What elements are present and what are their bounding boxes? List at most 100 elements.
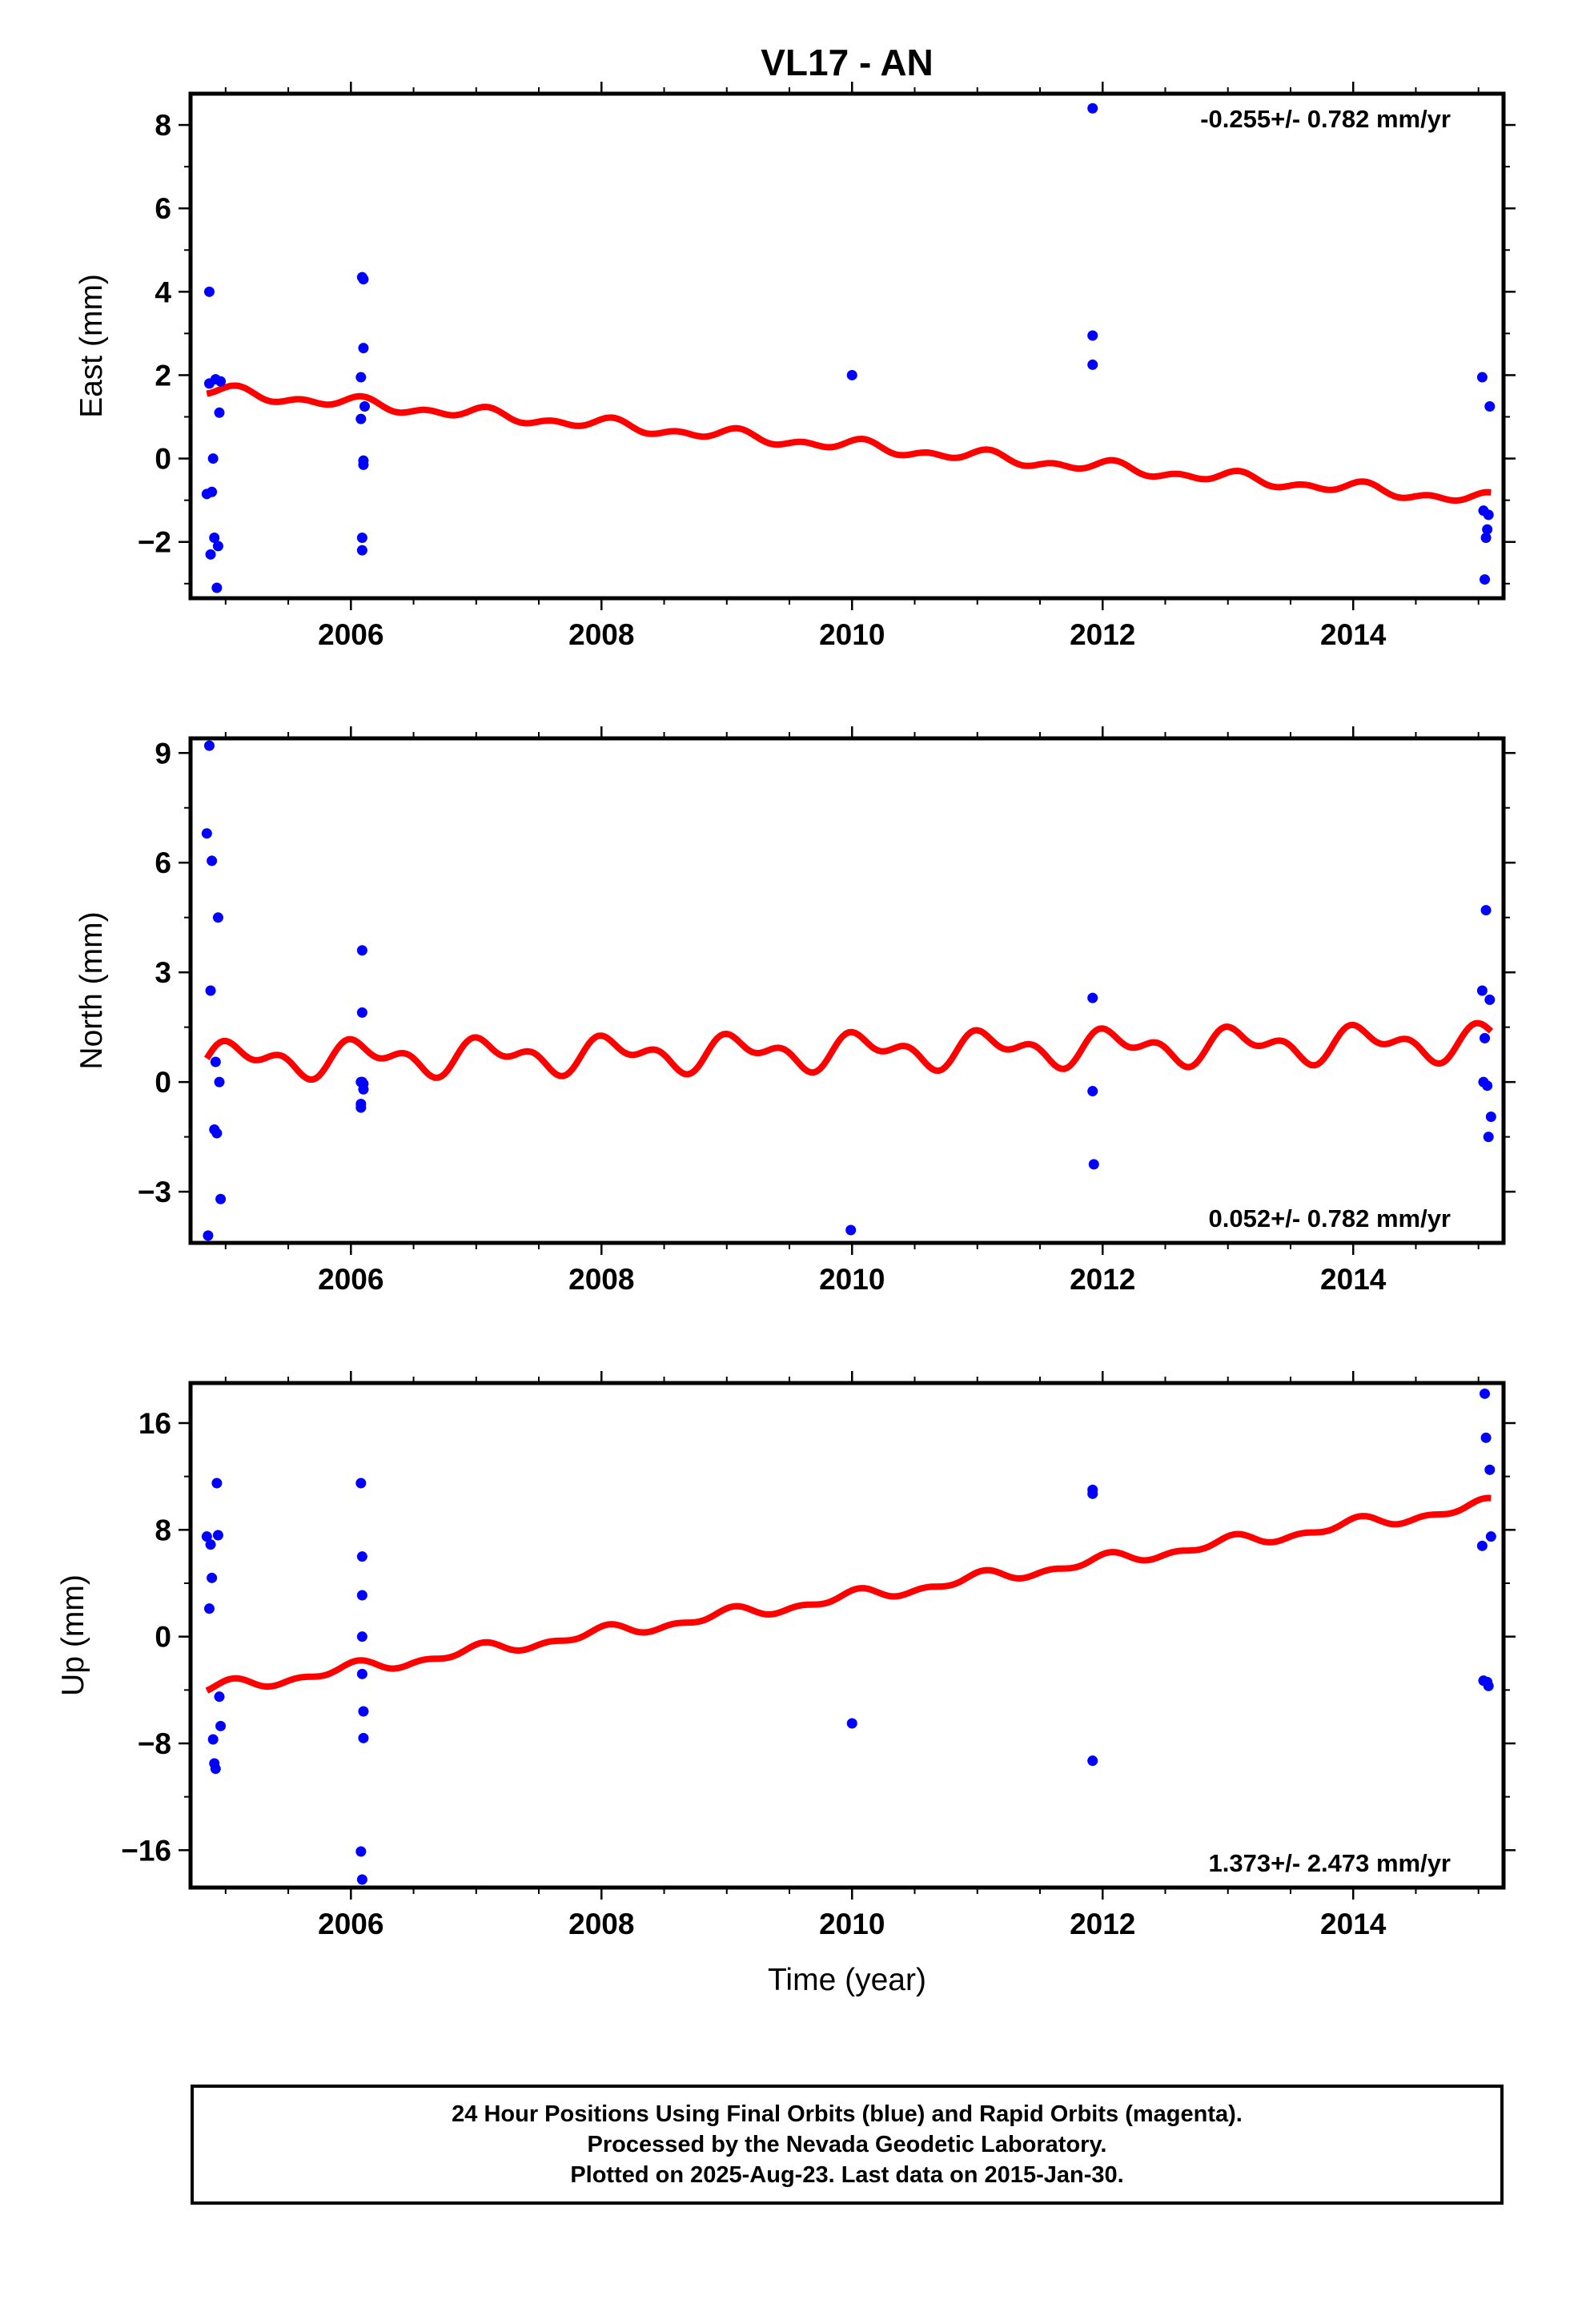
data-point [1482, 524, 1493, 535]
y-tick-label: −3 [138, 1176, 171, 1208]
data-point [845, 1224, 857, 1236]
data-point [211, 582, 223, 593]
data-point [356, 1668, 367, 1679]
y-tick-label: 9 [155, 737, 171, 770]
data-point [355, 413, 367, 424]
data-point [355, 372, 367, 383]
data-point [1087, 1086, 1098, 1097]
data-point [207, 453, 219, 464]
data-point [359, 400, 371, 412]
data-point [210, 1763, 221, 1775]
data-point [355, 1846, 367, 1857]
data-point [356, 1631, 367, 1642]
data-point [212, 541, 223, 552]
data-point [356, 1551, 367, 1562]
data-point [205, 1539, 216, 1550]
data-point [201, 1531, 212, 1542]
data-point [215, 1720, 227, 1731]
data-point [1483, 1680, 1494, 1691]
y-tick-label: 8 [155, 1514, 171, 1546]
x-tick-label: 2006 [318, 1908, 383, 1940]
y-tick-label: −2 [138, 526, 171, 559]
data-point [215, 376, 227, 387]
data-point [1476, 985, 1488, 996]
data-point [212, 912, 223, 923]
data-point [214, 1691, 225, 1703]
data-point [1476, 1540, 1488, 1551]
data-point [356, 945, 367, 956]
data-point [207, 855, 218, 866]
x-tick-label: 2012 [1070, 618, 1135, 651]
data-point [356, 1590, 367, 1601]
x-tick-label: 2014 [1320, 1263, 1387, 1296]
x-tick-label: 2010 [819, 1263, 885, 1296]
y-tick-label: −16 [121, 1834, 171, 1867]
data-point [356, 1007, 367, 1018]
data-point [1480, 1432, 1492, 1443]
data-point [1480, 1388, 1491, 1399]
data-point [210, 1056, 221, 1068]
data-point [207, 1572, 218, 1583]
x-tick-label: 2010 [819, 618, 885, 651]
data-point [203, 286, 215, 297]
data-point [1484, 400, 1496, 412]
data-point [1087, 103, 1098, 114]
x-tick-label: 2008 [568, 618, 634, 651]
data-point [1087, 1755, 1098, 1767]
model-curve [206, 382, 1492, 505]
data-point [207, 1734, 219, 1745]
rate-label: 0.052+/- 0.782 mm/yr [1209, 1204, 1451, 1232]
x-tick-label: 2012 [1070, 1263, 1135, 1296]
footer-line-processor: Processed by the Nevada Geodetic Laborat… [587, 2132, 1107, 2157]
data-point [215, 1193, 227, 1204]
y-axis-label: North (mm) [74, 911, 109, 1069]
panel-north: 2006 2008 2010 2012 2014 −3 0 3 6 9 North (mm) 0.05… [74, 726, 1516, 1296]
data-point [358, 343, 369, 354]
data-point [356, 533, 367, 544]
data-point [355, 1478, 367, 1489]
x-tick-label: 2006 [318, 618, 383, 651]
data-point [203, 740, 215, 751]
data-point [211, 1478, 223, 1489]
plot-frame [188, 736, 1506, 1245]
data-point [358, 1732, 369, 1743]
panel-east: 2006 2008 2010 2012 2014 −2 0 2 4 6 8 East (mm) -0.2… [74, 82, 1516, 651]
x-tick-label: 2014 [1320, 1908, 1387, 1940]
data-point [1480, 1032, 1491, 1043]
data-point [1087, 359, 1098, 370]
y-tick-label: 4 [155, 275, 171, 308]
y-tick-label: 6 [155, 192, 171, 225]
y-tick-label: 0 [155, 443, 171, 476]
data-point [1476, 372, 1488, 383]
data-point [358, 1706, 369, 1717]
data-point [358, 274, 369, 285]
y-tick-label: 0 [155, 1621, 171, 1654]
data-point [214, 407, 225, 418]
y-tick-label: 2 [155, 359, 171, 392]
chart-title: VL17 - AN [761, 42, 934, 83]
data-point [1088, 1159, 1099, 1170]
y-axis-label: Up (mm) [56, 1574, 90, 1696]
data-point [355, 1102, 367, 1113]
data-point [205, 549, 216, 560]
data-point [358, 459, 369, 470]
x-tick-label: 2010 [819, 1908, 885, 1940]
model-curve [205, 1494, 1492, 1694]
data-point [205, 985, 216, 996]
data-point [1087, 992, 1098, 1003]
x-tick-label: 2006 [318, 1263, 383, 1296]
x-tick-label: 2008 [568, 1908, 634, 1940]
x-tick-label: 2008 [568, 1263, 634, 1296]
rate-label: 1.373+/- 2.473 mm/yr [1209, 1849, 1451, 1877]
x-axis-label: Time (year) [768, 1963, 926, 1997]
model-curve [203, 1019, 1494, 1083]
x-tick-label: 2012 [1070, 1908, 1135, 1940]
data-point [1480, 905, 1492, 916]
data-point [358, 1078, 369, 1089]
footer-box: 24 Hour Positions Using Final Orbits (bl… [191, 2085, 1504, 2205]
data-point [212, 1530, 223, 1541]
data-point [1484, 1464, 1496, 1475]
data-point [1483, 509, 1494, 521]
data-point [1087, 1488, 1098, 1499]
y-tick-label: 6 [155, 846, 171, 879]
